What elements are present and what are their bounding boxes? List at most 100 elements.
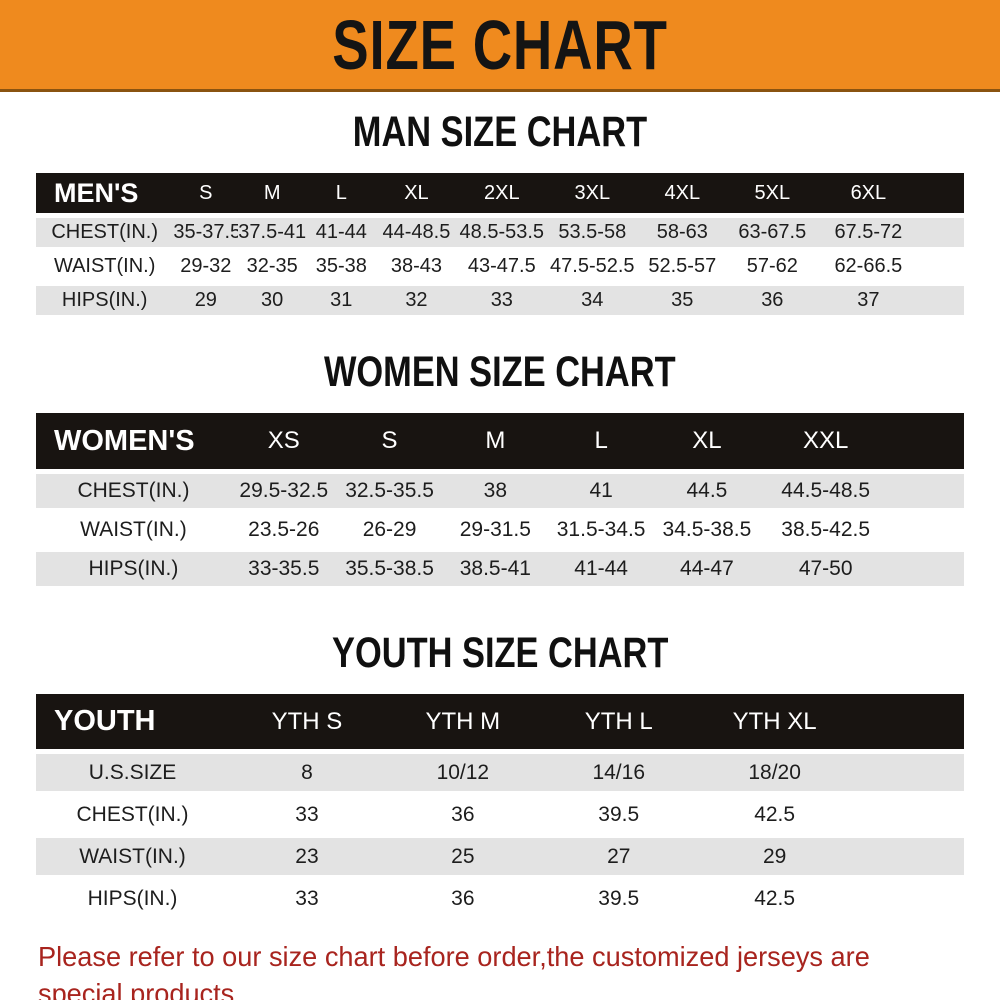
row-label: CHEST(IN.) [36, 218, 174, 247]
youth-section-title: YOUTH SIZE CHART [0, 629, 1000, 678]
men-size-header: 3XL [547, 173, 638, 213]
men-section-title: MAN SIZE CHART [0, 108, 1000, 157]
row-spacer [919, 218, 964, 247]
men-hips-row: HIPS(IN.) 29 30 31 32 33 34 35 36 37 [36, 286, 964, 315]
men-size-header: M [238, 173, 307, 213]
size-cell: 38 [442, 474, 549, 508]
men-waist-row: WAIST(IN.) 29-32 32-35 35-38 38-43 43-47… [36, 252, 964, 281]
size-cell: 41-44 [548, 552, 655, 586]
row-label: WAIST(IN.) [36, 252, 174, 281]
size-cell: 29 [173, 286, 239, 315]
size-cell: 33 [229, 880, 385, 917]
row-spacer [852, 880, 964, 917]
size-chart-banner: SIZE CHART [0, 0, 1000, 92]
size-cell: 37 [817, 286, 920, 315]
men-header-row: MEN'S S M L XL 2XL 3XL 4XL 5XL 6XL [36, 173, 964, 213]
size-cell: 53.5-58 [547, 218, 638, 247]
row-label: U.S.SIZE [36, 754, 230, 791]
size-cell: 42.5 [696, 880, 853, 917]
size-cell: 52.5-57 [637, 252, 728, 281]
women-chest-row: CHEST(IN.) 29.5-32.5 32.5-35.5 38 41 44.… [36, 474, 964, 508]
women-size-header: S [336, 413, 443, 469]
size-cell: 43-47.5 [456, 252, 548, 281]
size-cell: 29.5-32.5 [230, 474, 337, 508]
size-cell: 33 [229, 796, 385, 833]
size-cell: 35.5-38.5 [336, 552, 443, 586]
men-size-table: MEN'S S M L XL 2XL 3XL 4XL 5XL 6XL CHEST… [36, 168, 964, 320]
size-cell: 23 [229, 838, 385, 875]
row-spacer [891, 474, 964, 508]
size-cell: 31 [306, 286, 377, 315]
row-label: CHEST(IN.) [36, 474, 231, 508]
youth-size-header: YTH XL [696, 694, 853, 749]
size-cell: 36 [384, 796, 541, 833]
youth-size-table: YOUTH YTH S YTH M YTH L YTH XL U.S.SIZE … [36, 689, 964, 922]
size-cell: 63-67.5 [727, 218, 818, 247]
women-hips-row: HIPS(IN.) 33-35.5 35.5-38.5 38.5-41 41-4… [36, 552, 964, 586]
size-cell: 33 [456, 286, 548, 315]
size-cell: 44.5 [654, 474, 760, 508]
size-cell: 32-35 [238, 252, 307, 281]
men-size-header: S [173, 173, 239, 213]
youth-size-header: YTH S [229, 694, 385, 749]
size-cell: 57-62 [727, 252, 818, 281]
youth-size-header: YTH L [540, 694, 697, 749]
youth-waist-row: WAIST(IN.) 23 25 27 29 [36, 838, 964, 875]
row-spacer [852, 796, 964, 833]
size-cell: 67.5-72 [817, 218, 920, 247]
banner-title: SIZE CHART [332, 5, 668, 84]
youth-header-spacer [852, 694, 964, 749]
men-header-spacer [919, 173, 964, 213]
men-corner-label: MEN'S [36, 173, 174, 213]
size-cell: 29-31.5 [442, 513, 549, 547]
size-cell: 41 [548, 474, 655, 508]
women-corner-label: WOMEN'S [36, 413, 231, 469]
size-cell: 25 [384, 838, 541, 875]
size-cell: 29 [696, 838, 853, 875]
size-cell: 32 [376, 286, 457, 315]
women-size-header: L [548, 413, 655, 469]
women-size-header: M [442, 413, 549, 469]
size-cell: 42.5 [696, 796, 853, 833]
men-size-header: 4XL [637, 173, 728, 213]
size-cell: 44-47 [654, 552, 760, 586]
size-cell: 41-44 [306, 218, 377, 247]
row-spacer [891, 513, 964, 547]
size-cell: 31.5-34.5 [548, 513, 655, 547]
women-size-header: XS [230, 413, 337, 469]
size-cell: 47.5-52.5 [547, 252, 638, 281]
men-size-header: XL [376, 173, 457, 213]
size-cell: 34.5-38.5 [654, 513, 760, 547]
row-label: WAIST(IN.) [36, 838, 230, 875]
youth-section-title-text: YOUTH SIZE CHART [331, 629, 669, 677]
women-size-header: XXL [759, 413, 892, 469]
size-cell: 39.5 [540, 796, 697, 833]
size-cell: 38.5-41 [442, 552, 549, 586]
size-cell: 23.5-26 [230, 513, 337, 547]
youth-chest-row: CHEST(IN.) 33 36 39.5 42.5 [36, 796, 964, 833]
men-size-header: 5XL [727, 173, 818, 213]
size-cell: 36 [727, 286, 818, 315]
row-label: HIPS(IN.) [36, 286, 174, 315]
size-cell: 18/20 [696, 754, 853, 791]
women-size-header: XL [654, 413, 760, 469]
row-spacer [919, 252, 964, 281]
men-chest-row: CHEST(IN.) 35-37.5 37.5-41 41-44 44-48.5… [36, 218, 964, 247]
youth-header-row: YOUTH YTH S YTH M YTH L YTH XL [36, 694, 964, 749]
men-size-header: 2XL [456, 173, 548, 213]
row-label: HIPS(IN.) [36, 552, 231, 586]
footer-note-line1: Please refer to our size chart before or… [38, 941, 870, 1000]
women-waist-row: WAIST(IN.) 23.5-26 26-29 29-31.5 31.5-34… [36, 513, 964, 547]
size-cell: 35 [637, 286, 728, 315]
size-cell: 39.5 [540, 880, 697, 917]
size-cell: 33-35.5 [230, 552, 337, 586]
youth-hips-row: HIPS(IN.) 33 36 39.5 42.5 [36, 880, 964, 917]
size-cell: 47-50 [759, 552, 892, 586]
women-header-row: WOMEN'S XS S M L XL XXL [36, 413, 964, 469]
size-cell: 32.5-35.5 [336, 474, 443, 508]
size-cell: 10/12 [384, 754, 541, 791]
men-size-header: 6XL [817, 173, 920, 213]
row-label: WAIST(IN.) [36, 513, 231, 547]
youth-size-header: YTH M [384, 694, 541, 749]
men-size-header: L [306, 173, 377, 213]
